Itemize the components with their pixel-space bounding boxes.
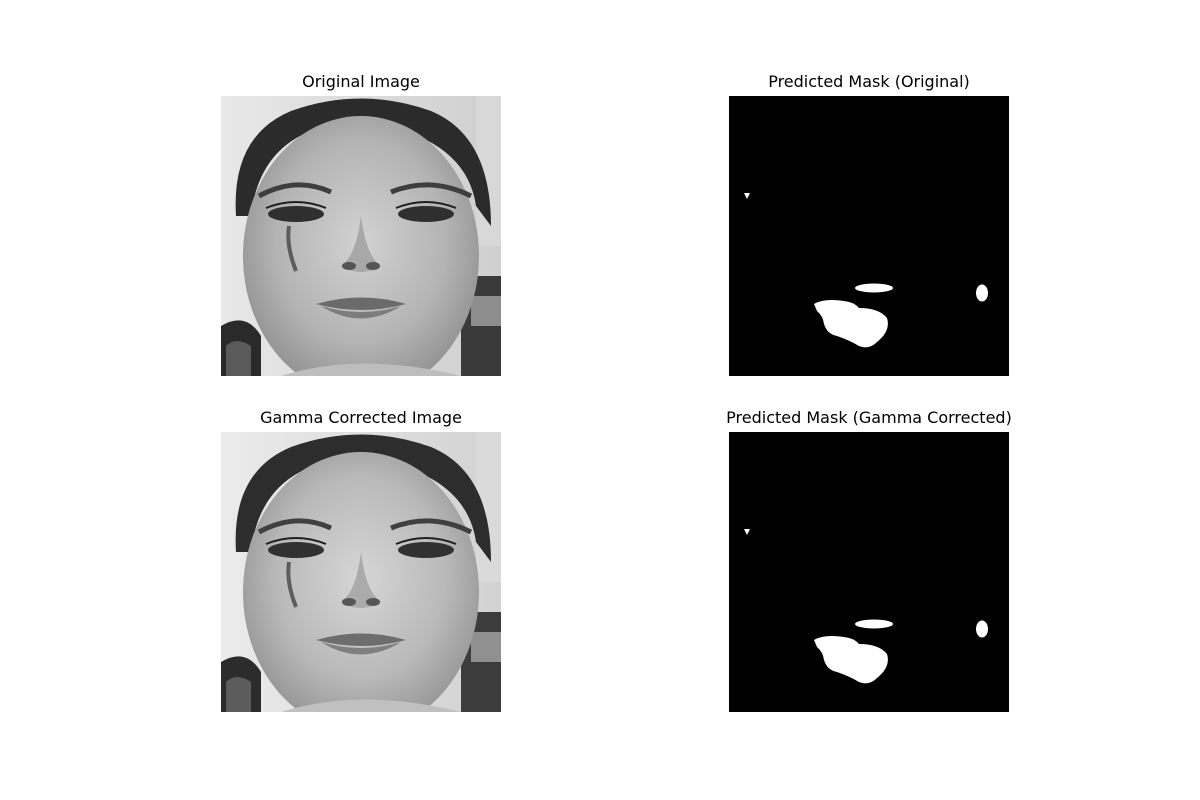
mask-original	[729, 96, 1009, 376]
face-photo-original	[221, 96, 501, 376]
predicted-mask-original	[729, 96, 1009, 376]
title-predicted-mask-original: Predicted Mask (Original)	[768, 72, 970, 91]
title-original-image: Original Image	[302, 72, 420, 91]
gamma-corrected-image	[221, 432, 501, 712]
predicted-mask-gamma	[729, 432, 1009, 712]
title-predicted-mask-gamma: Predicted Mask (Gamma Corrected)	[726, 408, 1012, 427]
mask-gamma	[729, 432, 1009, 712]
title-gamma-corrected-image: Gamma Corrected Image	[260, 408, 462, 427]
face-photo-gamma	[221, 432, 501, 712]
original-image	[221, 96, 501, 376]
